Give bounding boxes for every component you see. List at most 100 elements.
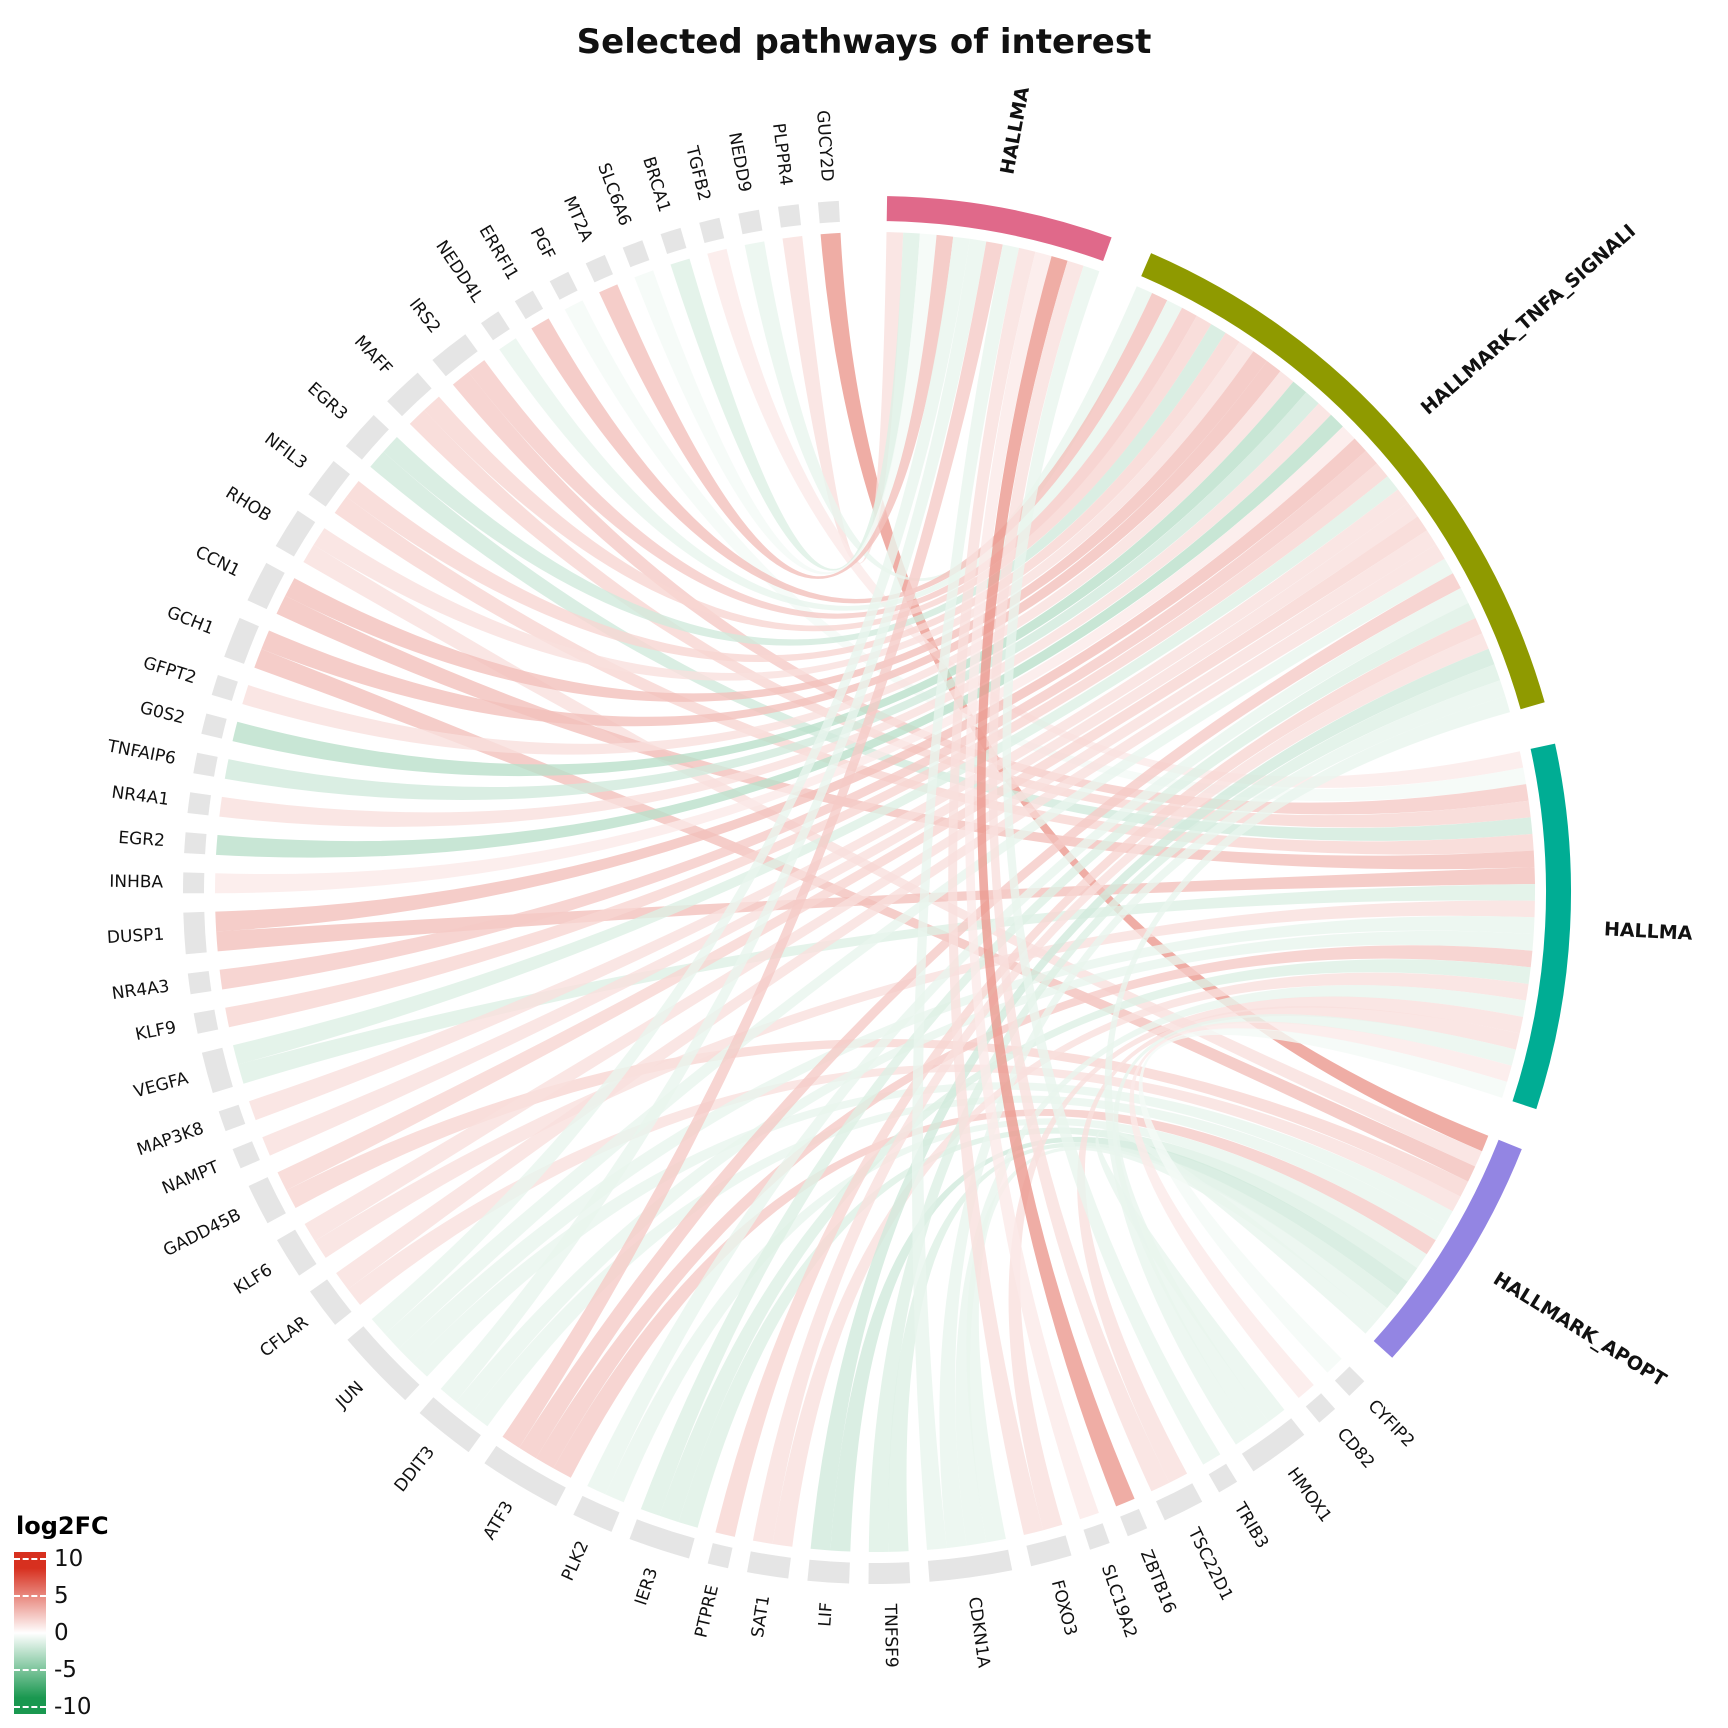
gene-sector-arc — [308, 461, 350, 507]
gene-sector-arc — [193, 752, 218, 777]
chord-link — [911, 244, 1020, 1550]
chord-link — [670, 232, 920, 571]
legend-gradient-bar — [14, 1552, 46, 1714]
gene-sector-arc — [201, 713, 227, 739]
gene-label: GCH1 — [164, 603, 217, 640]
gene-label: CFLAR — [256, 1312, 312, 1361]
gene-label: DUSP1 — [106, 925, 164, 948]
gene-sector-arc — [419, 1397, 481, 1453]
chord-link — [336, 544, 1445, 1290]
chord-link — [1112, 1014, 1516, 1434]
legend-tick-label: -10 — [54, 1694, 92, 1720]
gene-sector-arc — [699, 217, 725, 243]
chord-links — [215, 232, 1536, 1553]
gene-sector-arc — [481, 311, 510, 341]
gene-label: SLC19A2 — [1097, 1562, 1141, 1641]
chord-link — [262, 502, 1418, 1156]
gene-label: TNFAIP6 — [105, 736, 178, 769]
gene-label: SAT1 — [748, 1594, 774, 1639]
gene-sector-arc — [224, 617, 259, 664]
pathway-label: HALLMARK_TNFA_SIGNALI — [1417, 220, 1640, 419]
pathway-label: HALLMA — [1603, 918, 1693, 944]
gene-sector-arc — [807, 1559, 850, 1584]
gene-label: IER3 — [631, 1565, 662, 1608]
chord-link — [232, 381, 1307, 777]
chord-link — [304, 530, 1437, 1242]
gene-label: PLK2 — [558, 1538, 593, 1584]
gene-sector-arc — [738, 209, 763, 235]
gene-label: CYFIP2 — [1364, 1396, 1419, 1451]
gene-label: PGF — [526, 224, 559, 263]
chord-link — [277, 516, 1427, 1191]
gene-label: MAP3K8 — [134, 1118, 206, 1160]
gene-label: HMOX1 — [1283, 1464, 1336, 1526]
gene-sector-arc — [778, 204, 801, 228]
gene-label: CCN1 — [192, 542, 243, 581]
pathway-sector-arc — [1512, 743, 1572, 1110]
legend-tick-mark — [14, 1706, 46, 1708]
gene-label: NR4A3 — [111, 977, 171, 1004]
chord-link — [948, 247, 1044, 1535]
legend-tick-label: -5 — [54, 1657, 77, 1683]
gene-label: NEDD9 — [724, 131, 755, 194]
gene-label: FOXO3 — [1047, 1578, 1081, 1638]
gene-sector-arc — [275, 510, 316, 557]
legend-tick-label: 10 — [54, 1546, 84, 1572]
color-legend: log2FC 10 5 0 -5 -10 — [14, 1512, 214, 1722]
chord-link — [605, 1118, 1427, 1503]
gene-sector-arc — [248, 1177, 286, 1224]
gene-label: G0S2 — [138, 698, 187, 729]
gene-label: GADD45B — [160, 1205, 244, 1261]
gene-sector-arc — [247, 562, 285, 610]
gene-sector-arc — [1334, 1366, 1365, 1396]
gene-label: NAMPT — [159, 1157, 222, 1199]
gene-sector-arc — [622, 240, 650, 268]
gene-sector-arc — [310, 1279, 352, 1325]
gene-label: ERRFI1 — [475, 222, 523, 284]
gene-sector-arc — [277, 1229, 317, 1276]
chord-link — [599, 234, 954, 579]
gene-sector-arc — [660, 227, 687, 254]
gene-label: KLF9 — [134, 1018, 178, 1045]
gene-label: ATF3 — [480, 1498, 518, 1544]
chord-link — [1095, 1129, 1377, 1422]
gene-label: SLC6A6 — [593, 160, 635, 228]
chord-link — [1129, 1021, 1512, 1398]
sector-arcs — [182, 196, 1572, 1585]
chord-link — [536, 945, 1533, 1469]
gene-label: MT2A — [559, 193, 597, 245]
gene-sector-arc — [549, 271, 578, 300]
gene-sector-arc — [187, 792, 211, 816]
gene-sector-arc — [432, 334, 478, 377]
chord-link — [242, 371, 1294, 755]
gene-sector-arc — [585, 254, 613, 283]
pathway-sector-arc — [1373, 1139, 1522, 1358]
gene-label: RHOB — [222, 483, 275, 526]
gene-sector-arc — [201, 1047, 233, 1093]
chord-link — [286, 1038, 1469, 1208]
gene-label: GUCY2D — [812, 110, 837, 183]
chord-link — [224, 392, 1319, 801]
chord-link — [303, 544, 1482, 1167]
legend-tick-mark — [14, 1595, 46, 1597]
gene-sector-arc — [347, 1326, 420, 1401]
gene-sector-arc — [1241, 1418, 1305, 1472]
legend-tick-label: 5 — [54, 1583, 69, 1609]
gene-sector-arc — [1026, 1535, 1072, 1567]
gene-sector-arc — [183, 911, 207, 955]
gene-sector-arc — [218, 1104, 246, 1132]
chord-link — [216, 867, 1536, 952]
gene-sector-arc — [514, 290, 544, 320]
gene-sector-arc — [1208, 1463, 1238, 1493]
gene-label: INHBA — [109, 872, 163, 893]
gene-sector-arc — [927, 1549, 1013, 1582]
gene-label: NR4A1 — [110, 783, 170, 810]
gene-sector-arc — [747, 1551, 791, 1579]
legend-tick-mark — [14, 1669, 46, 1671]
gene-label: NEDD4L — [431, 237, 487, 307]
chord-link — [254, 649, 1476, 1182]
gene-label: GFPT2 — [141, 653, 199, 688]
gene-label: MAFF — [350, 332, 396, 379]
gene-label: DDIT3 — [391, 1443, 439, 1496]
